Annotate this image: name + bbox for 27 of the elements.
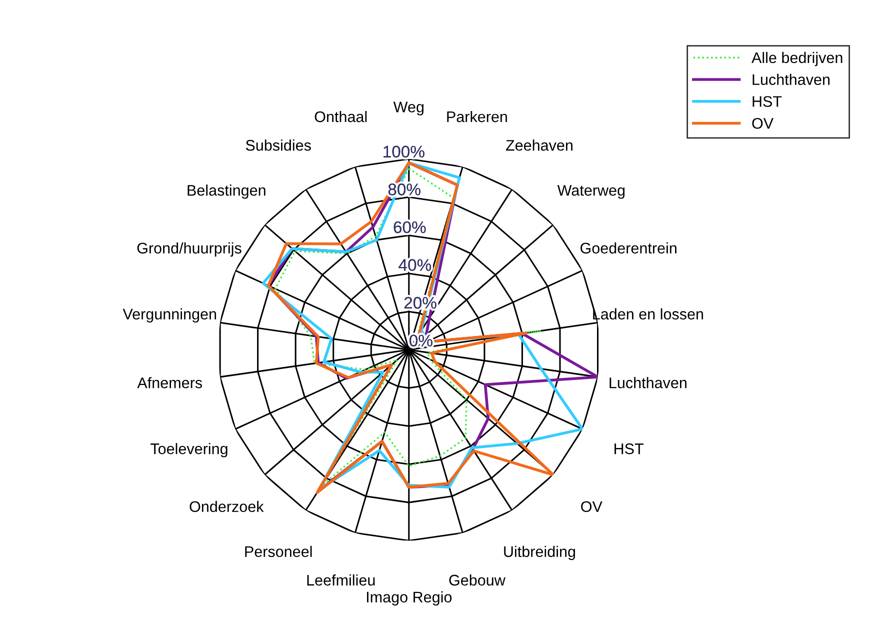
spoke-label: Grond/huurprijs — [137, 242, 242, 257]
spoke-label: Weg — [393, 102, 424, 116]
y-tick-label: 0% — [410, 334, 432, 347]
spoke-label: Parkeren — [447, 110, 507, 122]
legend-label: HST — [752, 96, 782, 107]
spoke-label: Subsidies — [246, 140, 311, 151]
legend-label: Luchthaven — [752, 74, 830, 86]
spoke-label: OV — [581, 501, 602, 512]
spoke-label: Waterweg — [557, 185, 625, 199]
spoke-label: Afnemers — [137, 377, 202, 388]
spoke-label: Vergunningen — [122, 308, 216, 323]
spoke-label: Goederentrein — [580, 242, 676, 254]
y-tick-label: 100% — [384, 146, 424, 158]
legend-label: Alle bedrijven — [752, 52, 842, 66]
spoke-label: Zeehaven — [506, 140, 572, 151]
spoke-label: Personeel — [245, 546, 312, 558]
spoke-label: Toelevering — [150, 443, 228, 458]
spoke-label: Luchthaven — [610, 377, 686, 388]
spoke-label: Onthaal — [314, 110, 367, 122]
spoke-label: Leefmilieu — [307, 574, 375, 586]
spoke-label: Gebouw — [449, 574, 506, 586]
spoke-label: Imago Regio — [367, 591, 452, 606]
spoke-label: Belastingen — [188, 184, 266, 199]
spoke-label: Uitbreiding — [504, 546, 575, 560]
spoke-label: HST — [614, 443, 644, 454]
legend-label: OV — [752, 118, 774, 129]
spoke-label: Onderzoek — [190, 500, 264, 512]
